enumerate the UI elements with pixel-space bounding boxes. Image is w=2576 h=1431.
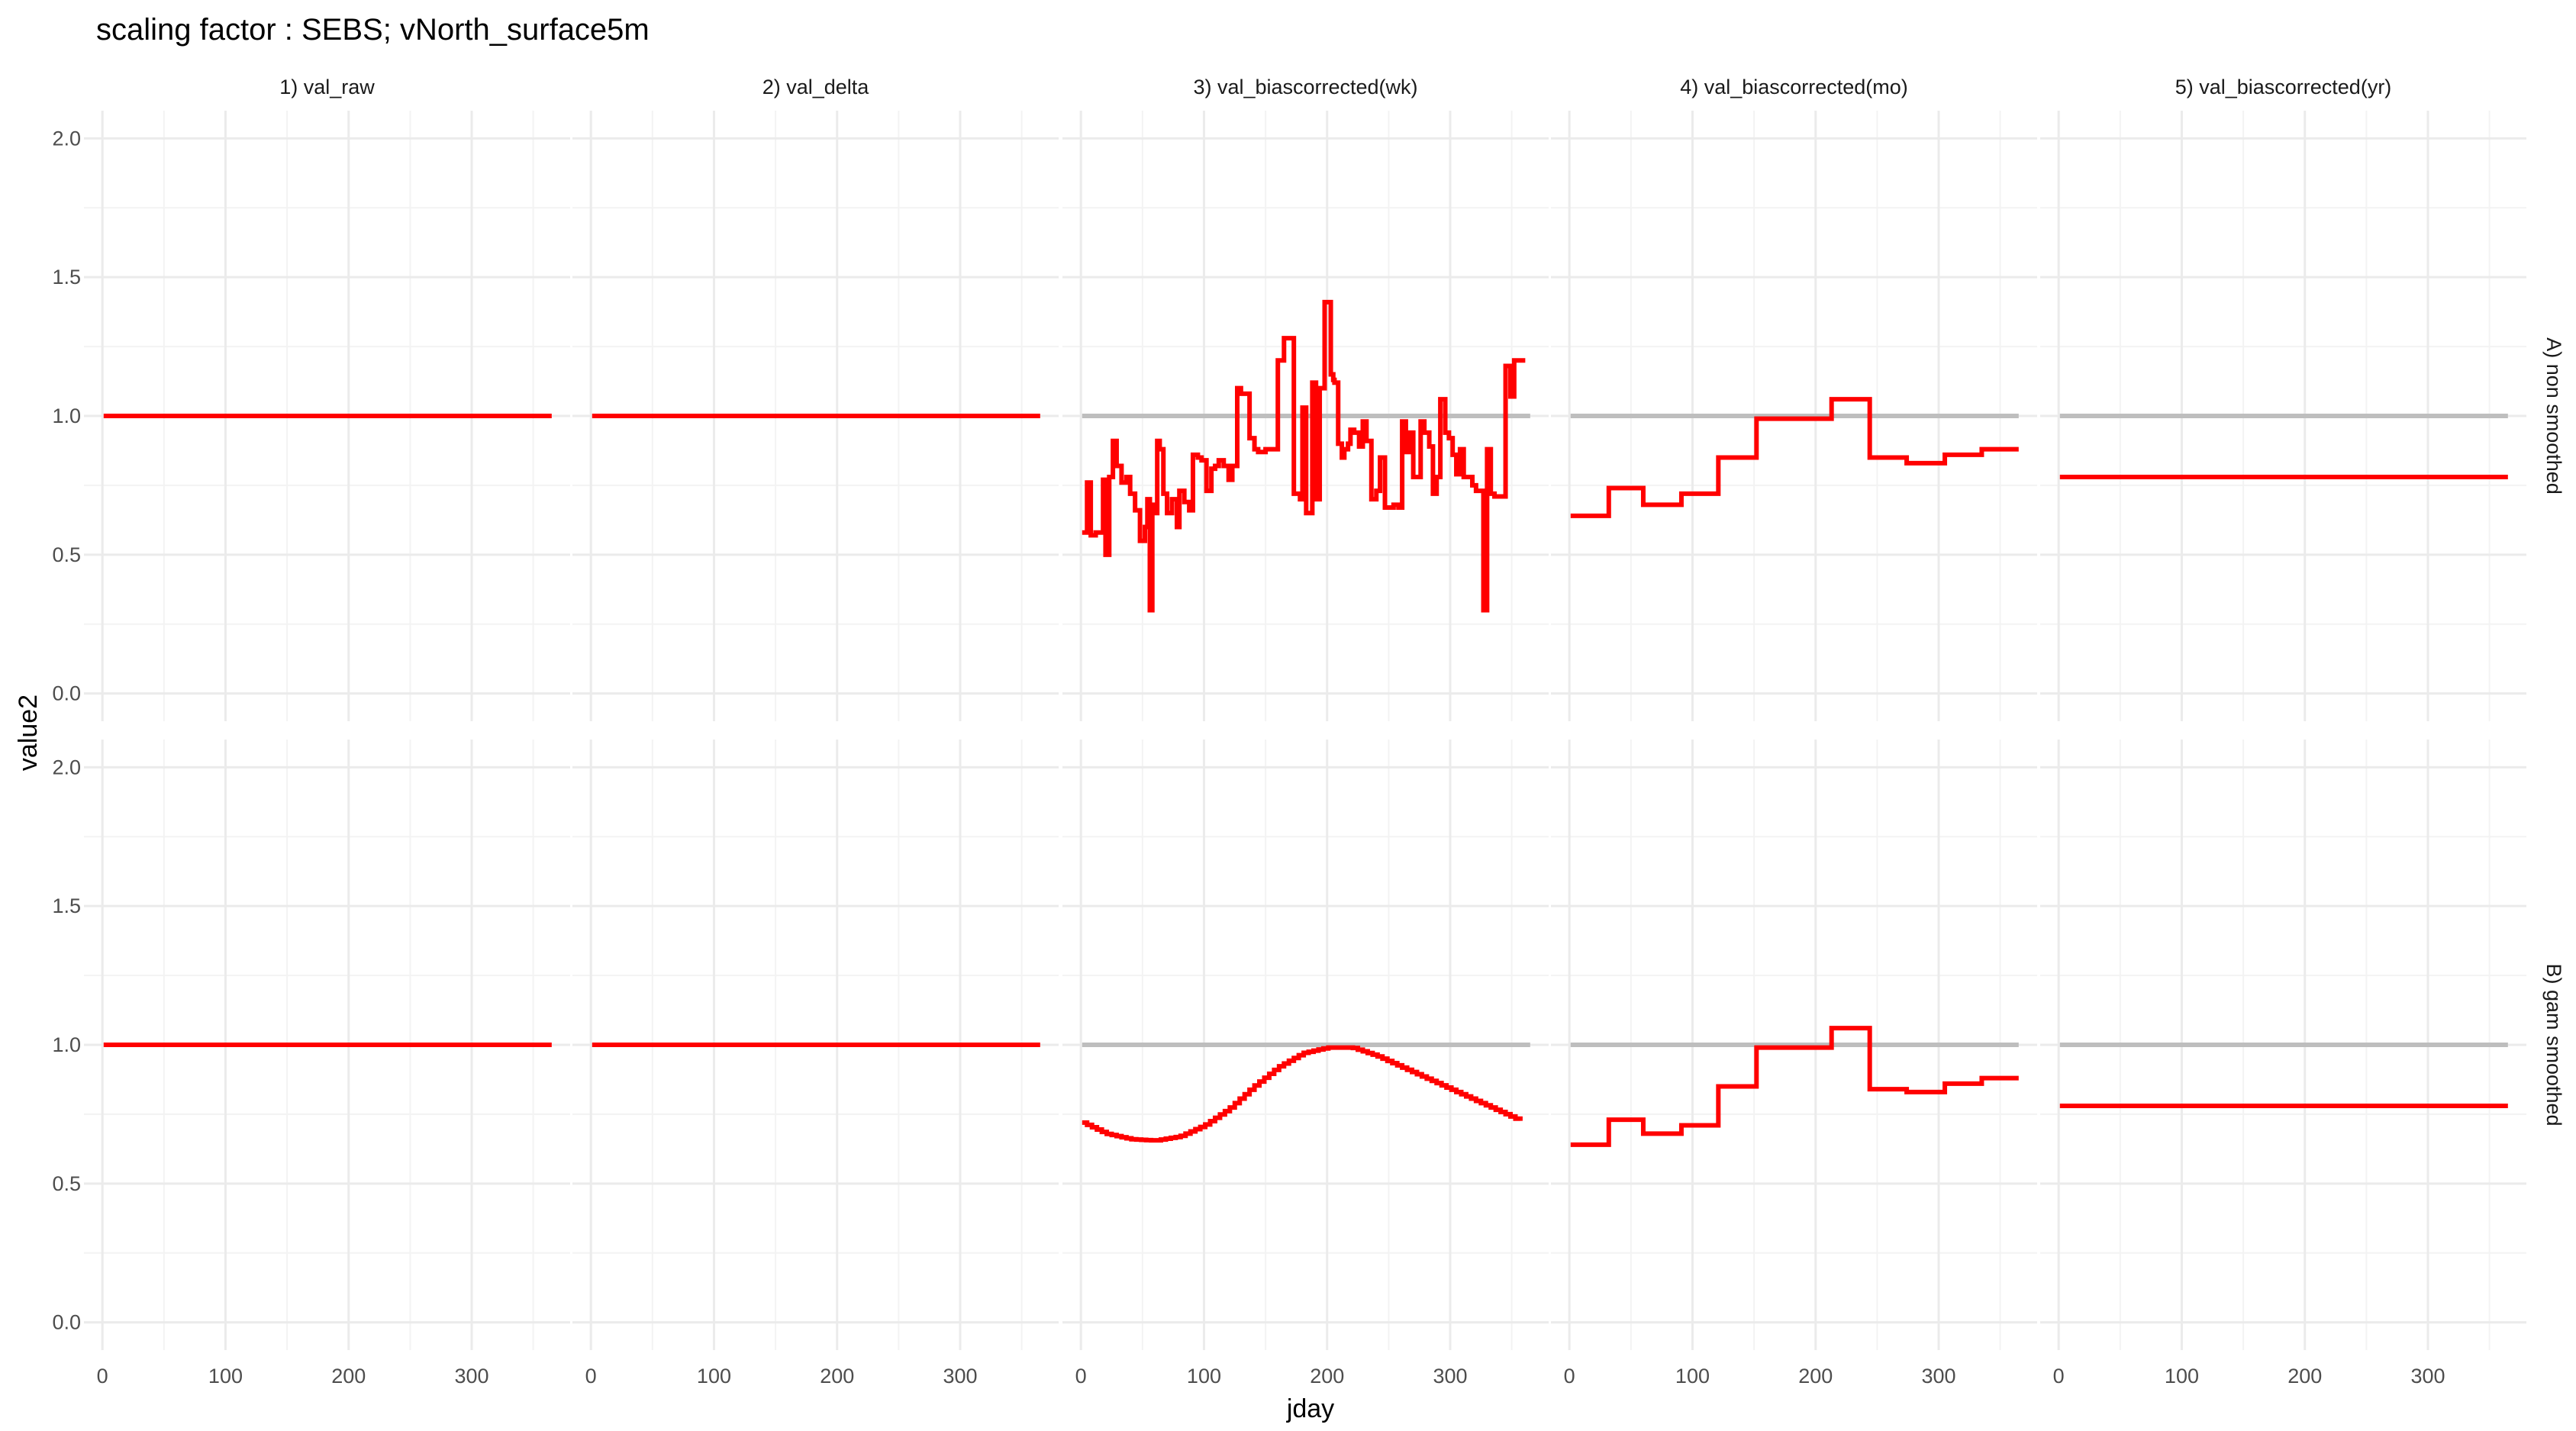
column-strip-label: 1) val_raw bbox=[279, 76, 375, 98]
x-tick-label: 0 bbox=[97, 1365, 108, 1387]
panel-1-a bbox=[84, 111, 570, 721]
x-tick-label: 200 bbox=[1310, 1365, 1344, 1387]
y-tick-label: 0.0 bbox=[52, 682, 81, 705]
x-tick-label: 300 bbox=[1433, 1365, 1467, 1387]
series-line bbox=[1570, 1026, 2019, 1147]
y-tick-label: 1.5 bbox=[52, 894, 81, 917]
series-line bbox=[1570, 397, 2019, 518]
column-strip-label: 4) val_biascorrected(mo) bbox=[1680, 76, 1908, 98]
x-tick-label: 300 bbox=[454, 1365, 488, 1387]
chart-title: scaling factor : SEBS; vNorth_surface5m bbox=[96, 13, 650, 47]
column-strip-label: 5) val_biascorrected(yr) bbox=[2175, 76, 2392, 98]
panel-5-a bbox=[2040, 111, 2526, 721]
y-tick-label: 2.0 bbox=[52, 756, 81, 778]
column-strip-label: 3) val_biascorrected(wk) bbox=[1193, 76, 1417, 98]
y-tick-label: 1.0 bbox=[52, 404, 81, 427]
x-tick-label: 100 bbox=[1675, 1365, 1710, 1387]
column-strip-label: 2) val_delta bbox=[762, 76, 870, 98]
panel-3-a bbox=[1062, 111, 1549, 721]
x-tick-label: 200 bbox=[820, 1365, 854, 1387]
y-tick-label: 1.0 bbox=[52, 1033, 81, 1056]
x-tick-label: 200 bbox=[2287, 1365, 2322, 1387]
x-tick-label: 0 bbox=[1564, 1365, 1575, 1387]
x-tick-label: 100 bbox=[697, 1365, 731, 1387]
y-tick-label: 0.5 bbox=[52, 543, 81, 566]
row-strip-label: A) non smoothed bbox=[2542, 337, 2565, 495]
x-tick-label: 0 bbox=[2053, 1365, 2065, 1387]
y-axis-label: value2 bbox=[14, 695, 43, 771]
x-tick-label: 200 bbox=[1798, 1365, 1833, 1387]
x-tick-label: 300 bbox=[2410, 1365, 2445, 1387]
y-tick-label: 1.5 bbox=[52, 266, 81, 288]
x-tick-label: 0 bbox=[585, 1365, 597, 1387]
x-tick-label: 300 bbox=[943, 1365, 977, 1387]
row-strip-label: B) gam smoothed bbox=[2542, 963, 2565, 1126]
x-tick-label: 100 bbox=[2165, 1365, 2199, 1387]
x-axis-label: jday bbox=[1286, 1394, 1334, 1423]
series-line bbox=[1082, 299, 1526, 613]
x-tick-label: 100 bbox=[208, 1365, 243, 1387]
x-tick-label: 0 bbox=[1075, 1365, 1087, 1387]
y-tick-label: 0.0 bbox=[52, 1311, 81, 1334]
x-tick-label: 300 bbox=[1921, 1365, 1955, 1387]
x-tick-label: 100 bbox=[1187, 1365, 1221, 1387]
y-tick-label: 2.0 bbox=[52, 127, 81, 150]
facet-grid: 1) val_raw 2) val_delta 3) val_biascorrect… bbox=[52, 76, 2565, 1387]
series-line bbox=[1082, 1045, 1523, 1143]
x-tick-label: 200 bbox=[331, 1365, 366, 1387]
y-tick-label: 0.5 bbox=[52, 1172, 81, 1195]
